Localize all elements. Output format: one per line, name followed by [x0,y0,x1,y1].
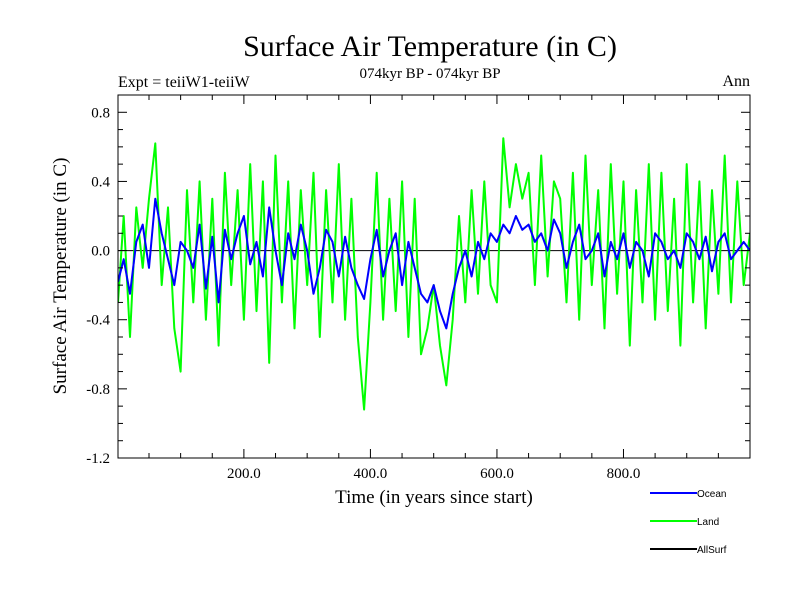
chart-subtitle: 074kyr BP - 074kyr BP [359,66,500,82]
y-axis-label: Surface Air Temperature (in C) [50,158,71,395]
y-tick-label: -1.2 [86,451,110,467]
legend: Ocean Land AllSurf [650,489,727,556]
x-tick-label: 800.0 [607,466,641,482]
x-tick-label: 400.0 [354,466,388,482]
legend-label: Ocean [697,489,726,500]
chart-title: Surface Air Temperature (in C) [243,30,617,63]
series-line-ocean [118,197,750,330]
x-tick-label: 200.0 [227,466,261,482]
y-tick-label: 0.8 [91,105,110,121]
y-tick-label: -0.8 [86,382,110,398]
x-axis: 200.0 400.0 600.0 800.0 [148,95,719,482]
x-axis-label: Time (in years since start) [335,487,533,508]
legend-label: AllSurf [697,545,727,556]
legend-label: Land [697,517,719,528]
y-tick-label: 0.0 [91,244,110,260]
x-tick-label: 600.0 [480,466,514,482]
plot-area [117,94,751,459]
y-axis: -1.2 -0.8 -0.4 0.0 0.4 0.8 [86,94,750,467]
y-tick-label: 0.4 [91,174,110,190]
season-label: Ann [722,73,750,90]
y-tick-label: -0.4 [86,313,110,329]
experiment-label: Expt = teiiW1-teiiW [118,74,251,91]
